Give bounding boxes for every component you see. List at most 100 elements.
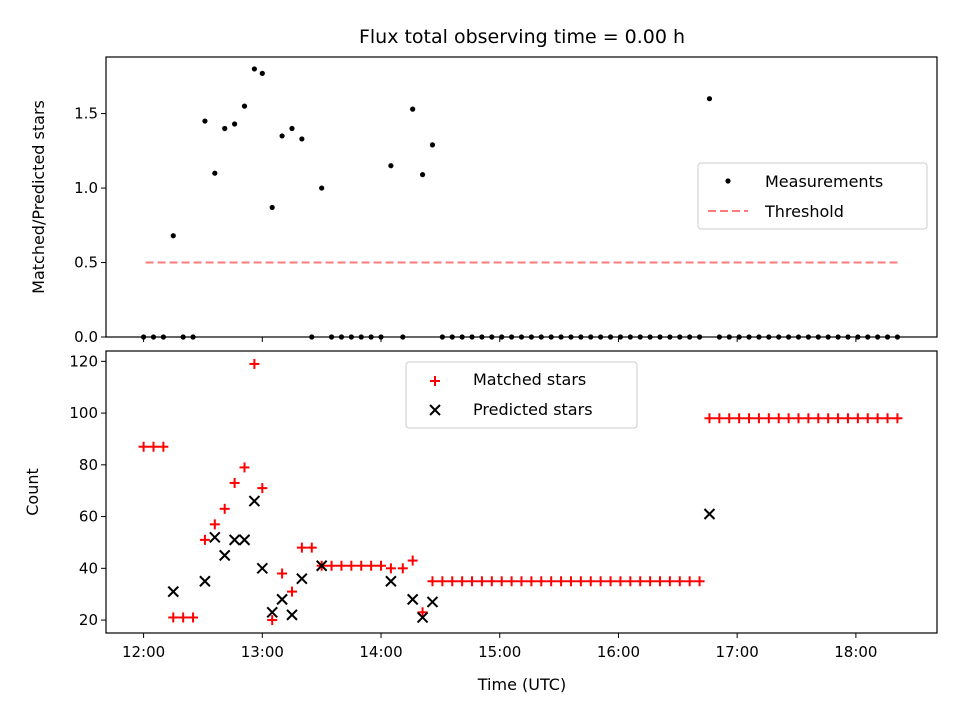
matched-stars-point bbox=[178, 612, 189, 623]
matched-stars-point bbox=[635, 576, 646, 587]
ratio-x-axis-ticks bbox=[143, 337, 857, 342]
measurement-point bbox=[279, 133, 285, 139]
x-tick-label: 17:00 bbox=[716, 643, 759, 661]
matched-stars-point bbox=[763, 413, 774, 424]
matched-stars-point bbox=[336, 560, 347, 571]
measurement-point bbox=[222, 125, 228, 132]
ratio-panel: 0.0 0.5 1.0 1.5 Matched/Predicted stars Mea… bbox=[29, 56, 938, 346]
matched-stars-point bbox=[734, 413, 745, 424]
chart-title: Flux total observing time = 0.00 h bbox=[359, 26, 685, 48]
matched-stars-point bbox=[496, 576, 507, 587]
matched-stars-point bbox=[833, 413, 844, 424]
x-tick-label: 14:00 bbox=[359, 643, 402, 661]
matched-stars-point bbox=[645, 576, 656, 587]
matched-stars-point bbox=[506, 576, 517, 587]
count-y-tick-label: 100 bbox=[69, 404, 98, 422]
matched-stars-point bbox=[486, 576, 497, 587]
matched-stars-point bbox=[526, 576, 537, 587]
x-tick-label: 13:00 bbox=[241, 643, 284, 661]
predicted-stars-point bbox=[266, 606, 278, 619]
legend-measurements-label: Measurements bbox=[765, 172, 883, 191]
predicted-stars-point bbox=[276, 593, 288, 606]
matched-stars-point bbox=[803, 413, 814, 424]
measurement-point bbox=[419, 172, 426, 178]
matched-stars-point bbox=[744, 413, 755, 424]
legend-measurements-marker bbox=[725, 178, 731, 184]
predicted-stars-point bbox=[385, 575, 397, 587]
measurement-point bbox=[299, 136, 305, 142]
predicted-stars-point bbox=[209, 531, 221, 543]
matched-stars-point bbox=[366, 560, 377, 571]
measurement-point bbox=[388, 163, 394, 169]
ratio-y-tick-label: 1.5 bbox=[74, 105, 98, 123]
matched-stars-point bbox=[326, 560, 337, 571]
matched-stars-point bbox=[872, 413, 883, 424]
ratio-legend-box bbox=[697, 162, 928, 230]
matched-stars-point bbox=[188, 612, 199, 623]
matched-stars-point bbox=[138, 441, 149, 452]
matched-stars-point bbox=[168, 612, 179, 623]
predicted-stars-point bbox=[256, 562, 269, 575]
matched-stars-point bbox=[852, 413, 863, 424]
count-legend-box bbox=[405, 361, 638, 429]
predicted-stars-point bbox=[248, 495, 261, 507]
matched-stars-point bbox=[773, 413, 784, 424]
matched-stars-point bbox=[239, 462, 250, 473]
matched-stars-point bbox=[684, 576, 695, 587]
count-plot-frame bbox=[105, 350, 938, 634]
matched-stars-point bbox=[209, 519, 220, 530]
predicted-stars-point bbox=[219, 549, 231, 562]
measurement-point bbox=[232, 121, 238, 127]
matched-stars-point bbox=[417, 607, 428, 618]
matched-stars-point bbox=[813, 413, 824, 424]
count-y-tick-label: 60 bbox=[79, 508, 98, 526]
matched-stars-point bbox=[356, 560, 367, 571]
measurement-point bbox=[269, 204, 275, 211]
matched-stars-point bbox=[753, 413, 764, 424]
matched-stars-point bbox=[346, 560, 357, 571]
count-y-tick-label: 80 bbox=[79, 456, 98, 474]
ratio-plot-frame bbox=[105, 56, 938, 338]
matched-stars-point bbox=[892, 413, 903, 424]
legend-threshold-label: Threshold bbox=[764, 202, 844, 221]
matched-stars-point bbox=[286, 586, 297, 597]
count-legend: Matched stars Predicted stars bbox=[405, 361, 638, 429]
ratio-y-axis: 0.0 0.5 1.0 1.5 bbox=[74, 105, 106, 346]
ratio-legend: Measurements Threshold bbox=[697, 162, 928, 230]
matched-stars-point bbox=[694, 576, 705, 587]
legend-matched-marker bbox=[430, 376, 440, 386]
measurement-point bbox=[259, 70, 265, 76]
matched-stars-point bbox=[158, 441, 169, 452]
matched-stars-point bbox=[793, 413, 804, 424]
matched-stars-point bbox=[674, 576, 685, 587]
x-tick-label: 16:00 bbox=[597, 643, 640, 661]
x-tick-label: 15:00 bbox=[478, 643, 521, 661]
ratio-y-tick-label: 0.0 bbox=[74, 328, 98, 346]
measurement-point bbox=[706, 96, 713, 102]
ratio-y-tick-label: 1.0 bbox=[74, 179, 98, 197]
legend-matched-label: Matched stars bbox=[473, 370, 586, 389]
matched-stars-point bbox=[714, 413, 725, 424]
x-tick-label: 18:00 bbox=[834, 643, 877, 661]
predicted-stars-point bbox=[199, 575, 211, 587]
measurement-point bbox=[212, 170, 218, 176]
matched-stars-point bbox=[783, 413, 794, 424]
ratio-y-axis-label: Matched/Predicted stars bbox=[29, 100, 48, 294]
measurement-point bbox=[289, 125, 295, 132]
matched-stars-point bbox=[724, 413, 735, 424]
matched-stars-point bbox=[536, 576, 547, 587]
matched-stars-point bbox=[407, 555, 418, 566]
matched-stars-point bbox=[296, 542, 307, 553]
predicted-stars-point bbox=[426, 596, 439, 608]
measurement-point bbox=[170, 233, 176, 239]
count-y-axis: 20 40 60 80 100 120 bbox=[69, 352, 106, 629]
measurement-point bbox=[251, 66, 257, 72]
matched-stars-point bbox=[556, 576, 567, 587]
matched-stars-point bbox=[229, 477, 240, 488]
matched-stars-point bbox=[219, 503, 230, 514]
matched-stars-point bbox=[625, 576, 636, 587]
matched-stars-point bbox=[385, 563, 396, 574]
predicted-stars-point bbox=[703, 508, 716, 520]
matched-stars-point bbox=[882, 413, 893, 424]
